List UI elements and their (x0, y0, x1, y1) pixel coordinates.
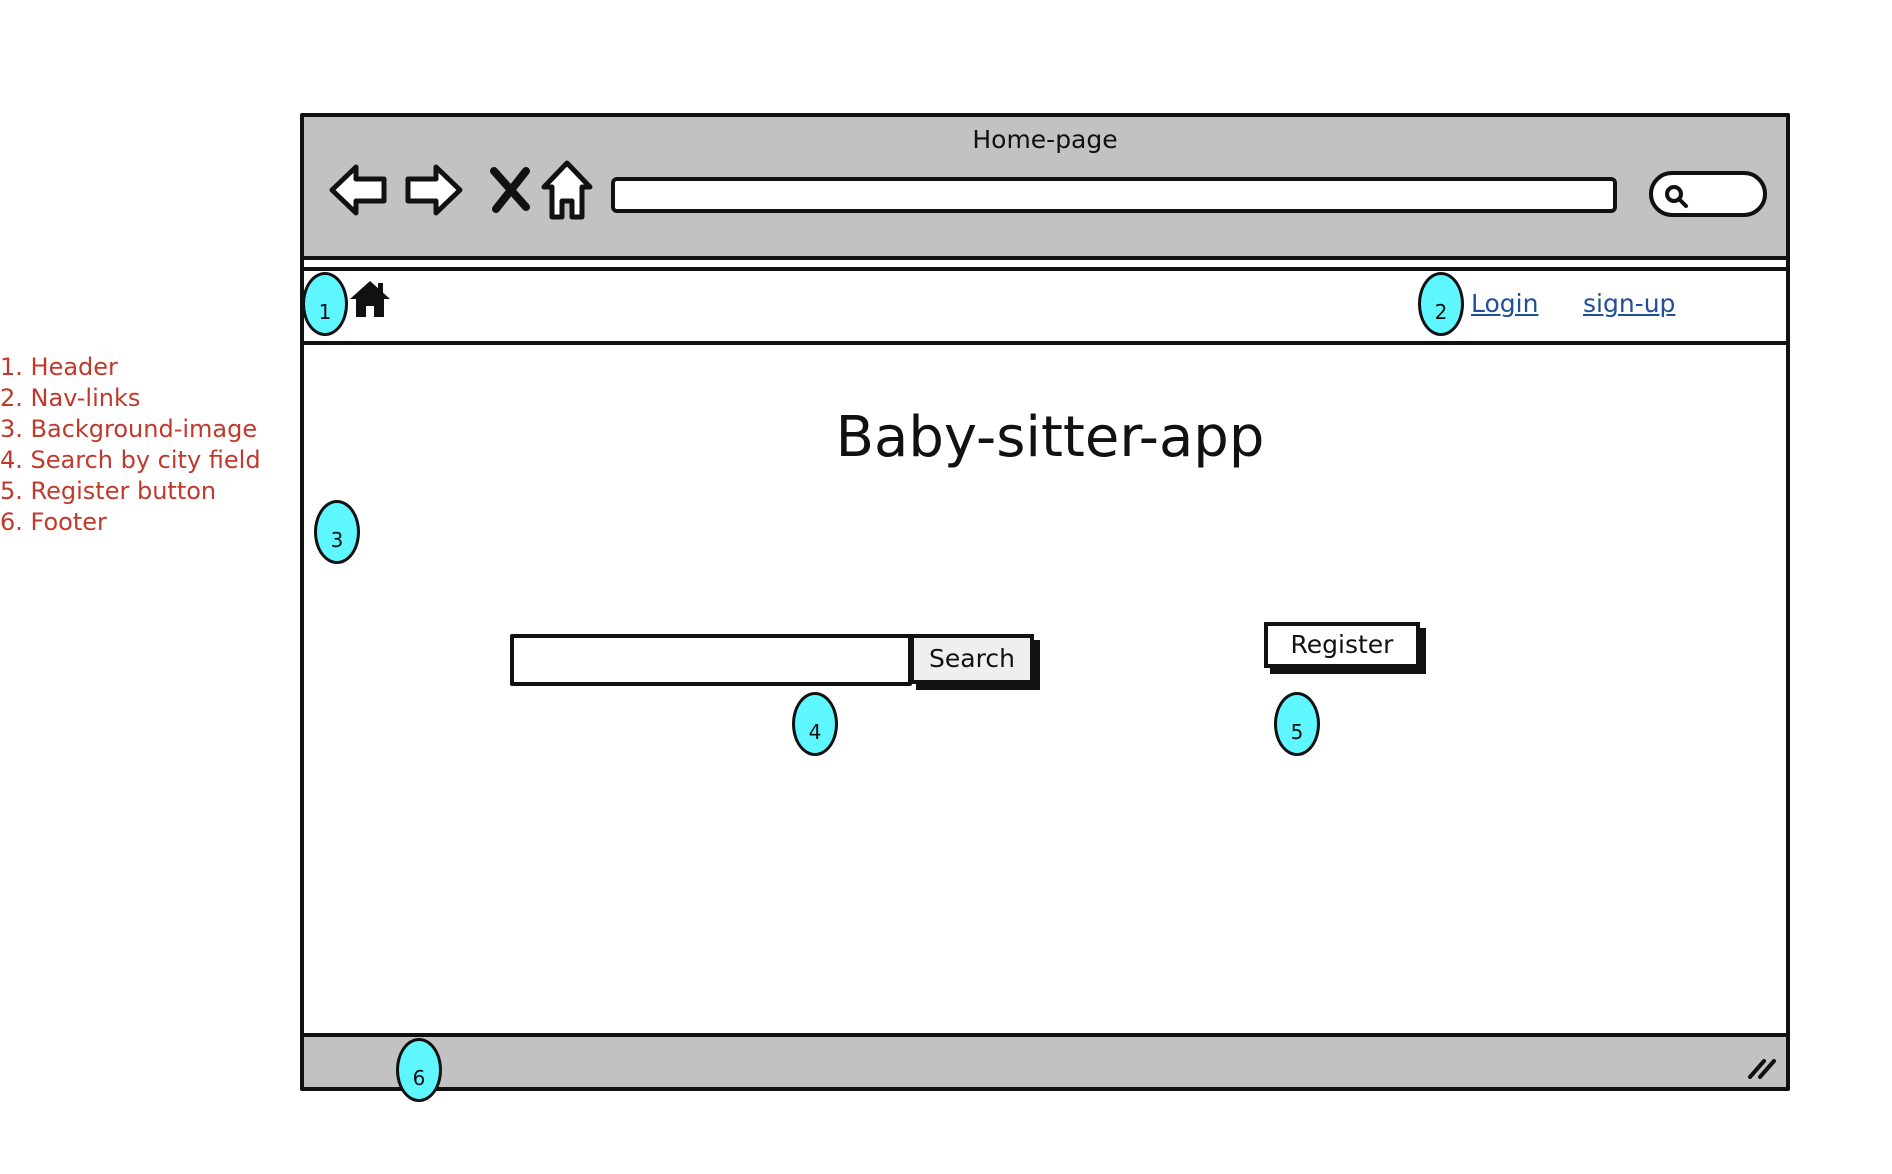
legend-item-register-button: 5. Register button (0, 477, 217, 505)
browser-chrome: Home-page (304, 117, 1786, 260)
annotation-legend: 1. Header 2. Nav-links 3. Background-ima… (0, 352, 261, 538)
signup-link[interactable]: sign-up (1583, 289, 1676, 318)
site-header: Login sign-up (304, 267, 1786, 345)
legend-item-footer: 6. Footer (0, 508, 107, 536)
address-bar[interactable] (611, 177, 1617, 213)
marker-1: 1 (302, 272, 348, 336)
legend-item-nav-links: 2. Nav-links (0, 384, 141, 412)
resize-grip-icon[interactable] (1746, 1053, 1778, 1079)
marker-6: 6 (396, 1038, 442, 1102)
marker-5: 5 (1274, 692, 1320, 756)
register-button[interactable]: Register (1264, 622, 1420, 668)
marker-2: 2 (1418, 272, 1464, 336)
marker-4: 4 (792, 692, 838, 756)
legend-item-header: 1. Header (0, 353, 118, 381)
magnifier-icon (1665, 185, 1688, 208)
back-arrow-icon[interactable] (328, 159, 390, 221)
home-outline-icon[interactable] (536, 159, 598, 221)
site-footer (304, 1033, 1786, 1087)
search-button[interactable]: Search (910, 634, 1034, 684)
legend-item-background-image: 3. Background-image (0, 415, 258, 443)
home-icon[interactable] (348, 279, 392, 319)
browser-window: Home-page Login sign-up Baby-sitter-ap (300, 113, 1790, 1091)
marker-3: 3 (314, 500, 360, 564)
forward-arrow-icon[interactable] (402, 159, 464, 221)
legend-item-search-field: 4. Search by city field (0, 446, 261, 474)
window-title: Home-page (972, 125, 1118, 154)
city-search-input[interactable] (510, 634, 912, 686)
page-title: Baby-sitter-app (835, 405, 1265, 470)
login-link[interactable]: Login (1471, 289, 1539, 318)
browser-search-box[interactable] (1649, 171, 1767, 217)
stop-x-icon[interactable] (480, 159, 542, 221)
